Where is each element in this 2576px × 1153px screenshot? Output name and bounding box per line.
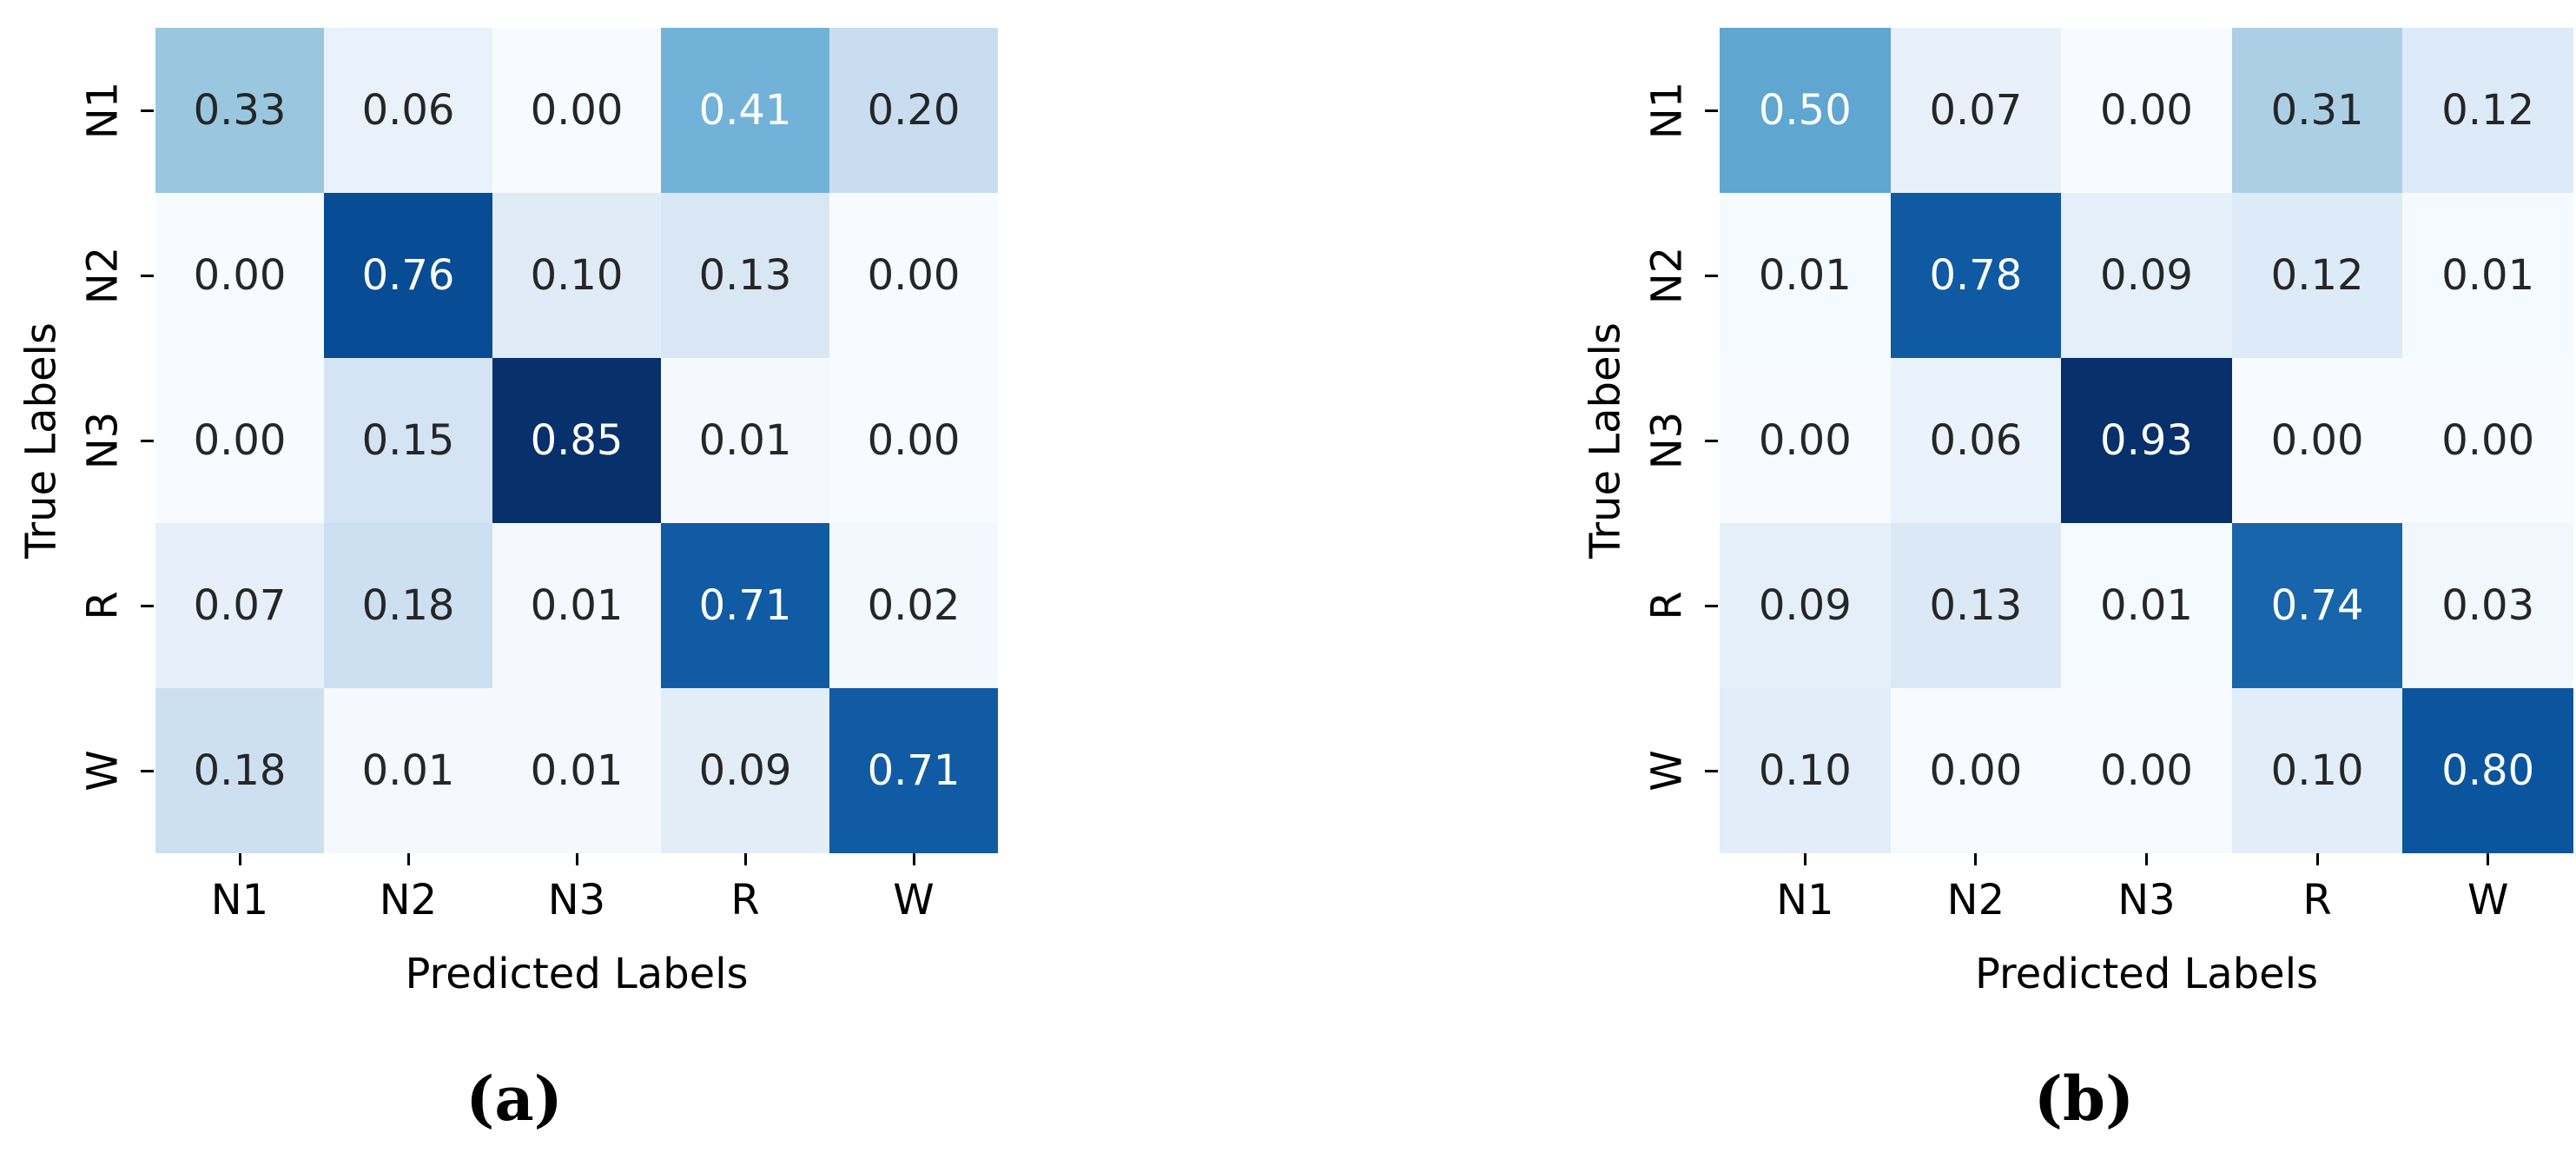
x-tick-mark (2487, 853, 2490, 865)
x-axis-title: Predicted Labels (1974, 950, 2319, 998)
x-tick-mark (912, 853, 915, 865)
heatmap-cell: 0.02 (829, 523, 998, 688)
x-tick-mark (2145, 853, 2148, 865)
y-tick-label: N3 (1642, 411, 1692, 470)
heatmap-cell: 0.01 (2402, 193, 2573, 358)
heatmap-cell: 0.15 (324, 358, 492, 523)
x-tick-label: N2 (1946, 876, 2005, 924)
subfigure-caption-a: (a) (466, 1063, 563, 1135)
y-tick-mark (141, 109, 154, 112)
subfigure-caption-b: (b) (2033, 1063, 2135, 1135)
heatmap-cell: 0.03 (2402, 523, 2573, 688)
x-tick-mark (1974, 853, 1978, 865)
y-tick-mark (1705, 769, 1718, 772)
heatmap-cell: 0.00 (155, 193, 324, 358)
heatmap-cell: 0.12 (2402, 28, 2573, 193)
heatmap-cell: 0.01 (492, 688, 661, 853)
heatmap-cell: 0.06 (324, 28, 492, 193)
y-tick-mark (1705, 439, 1718, 442)
heatmap-cell: 0.13 (1890, 523, 2062, 688)
heatmap-cell: 0.00 (829, 358, 998, 523)
x-tick-mark (1803, 853, 1807, 865)
heatmap-cell: 0.33 (155, 28, 324, 193)
y-tick-mark (141, 439, 154, 442)
x-tick-label: N1 (210, 876, 269, 924)
heatmap-cell: 0.13 (661, 193, 829, 358)
heatmap-cell: 0.00 (492, 28, 661, 193)
y-tick-mark (141, 604, 154, 607)
y-tick-label: W (78, 750, 128, 792)
heatmap-cell: 0.10 (1720, 688, 1891, 853)
heatmap-cell: 0.76 (324, 193, 492, 358)
x-tick-mark (743, 853, 747, 865)
heatmap-cell: 0.71 (829, 688, 998, 853)
x-tick-label: N2 (379, 876, 438, 924)
heatmap-cell: 0.00 (1890, 688, 2062, 853)
heatmap-cell: 0.07 (155, 523, 324, 688)
heatmap-cell: 0.80 (2402, 688, 2573, 853)
y-tick-label: N3 (78, 411, 128, 470)
y-tick-mark (1705, 274, 1718, 277)
y-tick-label: N1 (1642, 81, 1692, 140)
heatmap-cell: 0.06 (1890, 358, 2062, 523)
heatmap-cell: 0.01 (661, 358, 829, 523)
x-tick-label: R (730, 876, 760, 924)
heatmap-cell: 0.09 (2061, 193, 2232, 358)
heatmap-cell: 0.41 (661, 28, 829, 193)
heatmap-cell: 0.00 (2061, 688, 2232, 853)
heatmap-cell: 0.74 (2231, 523, 2403, 688)
x-tick-label: N3 (547, 876, 606, 924)
heatmap-cell: 0.31 (2231, 28, 2403, 193)
y-axis-title: True Labels (1581, 322, 1630, 559)
y-tick-label: N2 (78, 246, 128, 305)
heatmap-cell: 0.71 (661, 523, 829, 688)
x-tick-mark (406, 853, 410, 865)
y-tick-mark (1705, 109, 1718, 112)
y-tick-label: W (1642, 750, 1692, 792)
x-tick-label: N3 (2117, 876, 2176, 924)
x-tick-label: W (2467, 876, 2509, 924)
y-tick-label: R (78, 591, 128, 620)
heatmap-cell: 0.50 (1720, 28, 1891, 193)
x-tick-mark (2315, 853, 2319, 865)
heatmap-cell: 0.01 (492, 523, 661, 688)
heatmap-cell: 0.00 (2231, 358, 2403, 523)
heatmap-cell: 0.18 (324, 523, 492, 688)
confusion-matrix-b: True Labels Predicted Labels (b) 0.50 0.0… (1581, 28, 2573, 1130)
heatmap-cell: 0.20 (829, 28, 998, 193)
x-tick-mark (238, 853, 241, 865)
y-tick-mark (141, 274, 154, 277)
heatmap-cell: 0.00 (155, 358, 324, 523)
heatmap-cell: 0.85 (492, 358, 661, 523)
heatmap-cell: 0.10 (492, 193, 661, 358)
heatmap-cell: 0.00 (2061, 28, 2232, 193)
y-tick-mark (141, 769, 154, 772)
y-tick-label: R (1642, 591, 1692, 620)
heatmap-cell: 0.10 (2231, 688, 2403, 853)
x-tick-mark (575, 853, 578, 865)
heatmap-cell: 0.09 (661, 688, 829, 853)
y-tick-label: N2 (1642, 246, 1692, 305)
heatmap-cell: 0.01 (324, 688, 492, 853)
x-tick-label: R (2302, 876, 2332, 924)
heatmap-cell: 0.07 (1890, 28, 2062, 193)
heatmap-cell: 0.00 (829, 193, 998, 358)
heatmap-cell: 0.18 (155, 688, 324, 853)
y-axis-title: True Labels (17, 322, 66, 559)
heatmap-cell: 0.01 (2061, 523, 2232, 688)
x-axis-title: Predicted Labels (405, 950, 749, 998)
y-tick-mark (1705, 604, 1718, 607)
heatmap-cell: 0.93 (2061, 358, 2232, 523)
y-tick-label: N1 (78, 81, 128, 140)
heatmap-cell: 0.78 (1890, 193, 2062, 358)
heatmap-cell: 0.00 (2402, 358, 2573, 523)
confusion-matrix-a: True Labels Predicted Labels (a) 0.33 0.0… (17, 28, 998, 1130)
heatmap-cell: 0.09 (1720, 523, 1891, 688)
heatmap-cell: 0.00 (1720, 358, 1891, 523)
heatmap-cell: 0.12 (2231, 193, 2403, 358)
x-tick-label: N1 (1776, 876, 1834, 924)
heatmap-cell: 0.01 (1720, 193, 1891, 358)
x-tick-label: W (893, 876, 935, 924)
